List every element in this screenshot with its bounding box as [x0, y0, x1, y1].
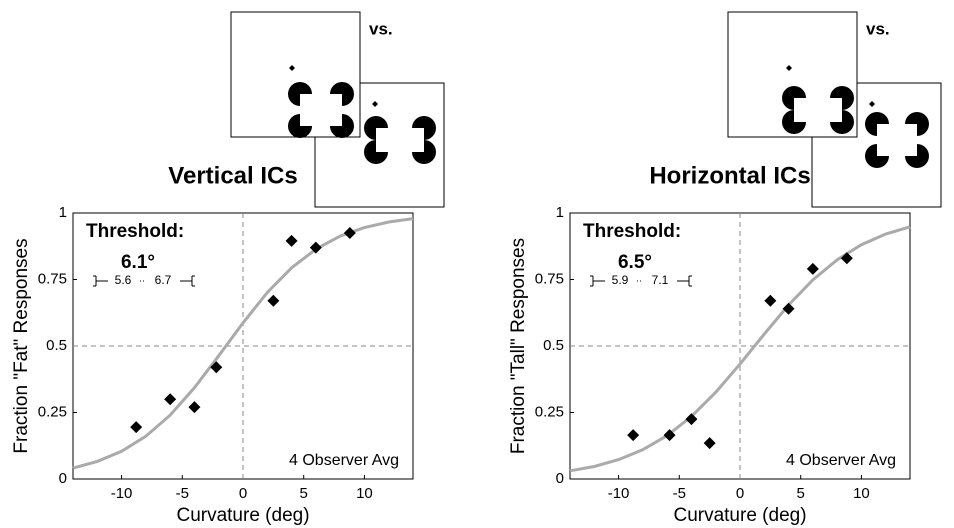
y-tick-label: 0.5: [543, 337, 564, 354]
inducer: [412, 140, 436, 164]
x-tick-label: 5: [797, 485, 805, 502]
y-tick-label: 0: [556, 470, 564, 487]
ci-high: 7.1: [652, 273, 669, 287]
data-point: [309, 241, 322, 254]
data-point: [685, 413, 698, 426]
data-point: [130, 421, 143, 434]
fixation-dot: [786, 65, 792, 71]
threshold-title: Threshold:: [86, 221, 184, 242]
y-tick-label: 0.25: [535, 403, 564, 420]
fit-curve: [72, 217, 414, 470]
inducer: [330, 82, 354, 106]
y-axis-label: Fraction "Fat" Responses: [11, 238, 32, 453]
stimulus-label: vs.: [866, 19, 890, 38]
note: 4 Observer Avg: [786, 452, 896, 469]
x-tick-label: -10: [111, 485, 133, 502]
x-tick-label: -10: [608, 485, 630, 502]
data-point: [267, 294, 280, 307]
threshold-value: 6.1°: [121, 252, 155, 273]
x-axis-label: Curvature (deg): [673, 505, 806, 526]
fixation-dot: [869, 101, 875, 107]
fixation-dot: [372, 101, 378, 107]
data-point: [164, 393, 177, 406]
y-tick-label: 1: [59, 204, 67, 221]
chart-title: Horizontal ICs: [649, 162, 810, 189]
chart-title: Vertical ICs: [168, 162, 297, 189]
inducer: [364, 116, 388, 140]
y-tick-label: 0.75: [535, 270, 564, 287]
x-tick-label: -5: [673, 485, 686, 502]
data-point: [343, 226, 356, 239]
data-point: [840, 252, 853, 265]
y-tick-label: 1: [556, 204, 564, 221]
inducer: [905, 144, 929, 168]
data-point: [782, 302, 795, 315]
ci-bracket: [180, 275, 195, 287]
y-tick-label: 0.25: [38, 403, 67, 420]
data-point: [703, 437, 716, 450]
fit-curve: [569, 225, 911, 473]
x-tick-label: 10: [853, 485, 870, 502]
ci-low: 5.6: [115, 273, 132, 287]
ci-bracket: [93, 275, 108, 287]
threshold-value: 6.5°: [618, 252, 652, 273]
y-tick-label: 0.75: [38, 270, 67, 287]
data-point: [806, 262, 819, 275]
x-tick-label: 10: [356, 485, 373, 502]
x-tick-label: 5: [300, 485, 308, 502]
ci-bracket: [677, 275, 692, 287]
threshold-title: Threshold:: [583, 221, 681, 242]
ci-low: 5.9: [612, 273, 629, 287]
inducer: [905, 112, 929, 136]
data-point: [188, 401, 201, 414]
inducer: [288, 114, 312, 138]
inducer: [330, 114, 354, 138]
fixation-dot: [289, 65, 295, 71]
inducer: [412, 116, 436, 140]
y-axis-label: Fraction "Tall" Responses: [508, 238, 529, 454]
inducer: [865, 144, 889, 168]
inducer: [782, 86, 806, 110]
x-tick-label: 0: [736, 485, 744, 502]
data-point: [285, 234, 298, 247]
inducer: [830, 110, 854, 134]
data-point: [627, 429, 640, 442]
x-axis-label: Curvature (deg): [176, 505, 309, 526]
note: 4 Observer Avg: [289, 452, 399, 469]
inducer: [830, 86, 854, 110]
y-tick-label: 0: [59, 470, 67, 487]
stimulus-label: vs.: [369, 19, 393, 38]
inducer: [865, 112, 889, 136]
inducer: [288, 82, 312, 106]
ci-high: 6.7: [155, 273, 172, 287]
x-tick-label: -5: [176, 485, 189, 502]
data-point: [663, 429, 676, 442]
data-point: [764, 294, 777, 307]
y-tick-label: 0.5: [46, 337, 67, 354]
ci-bracket: [590, 275, 605, 287]
x-tick-label: 0: [239, 485, 247, 502]
data-point: [210, 361, 223, 374]
inducer: [782, 110, 806, 134]
inducer: [364, 140, 388, 164]
